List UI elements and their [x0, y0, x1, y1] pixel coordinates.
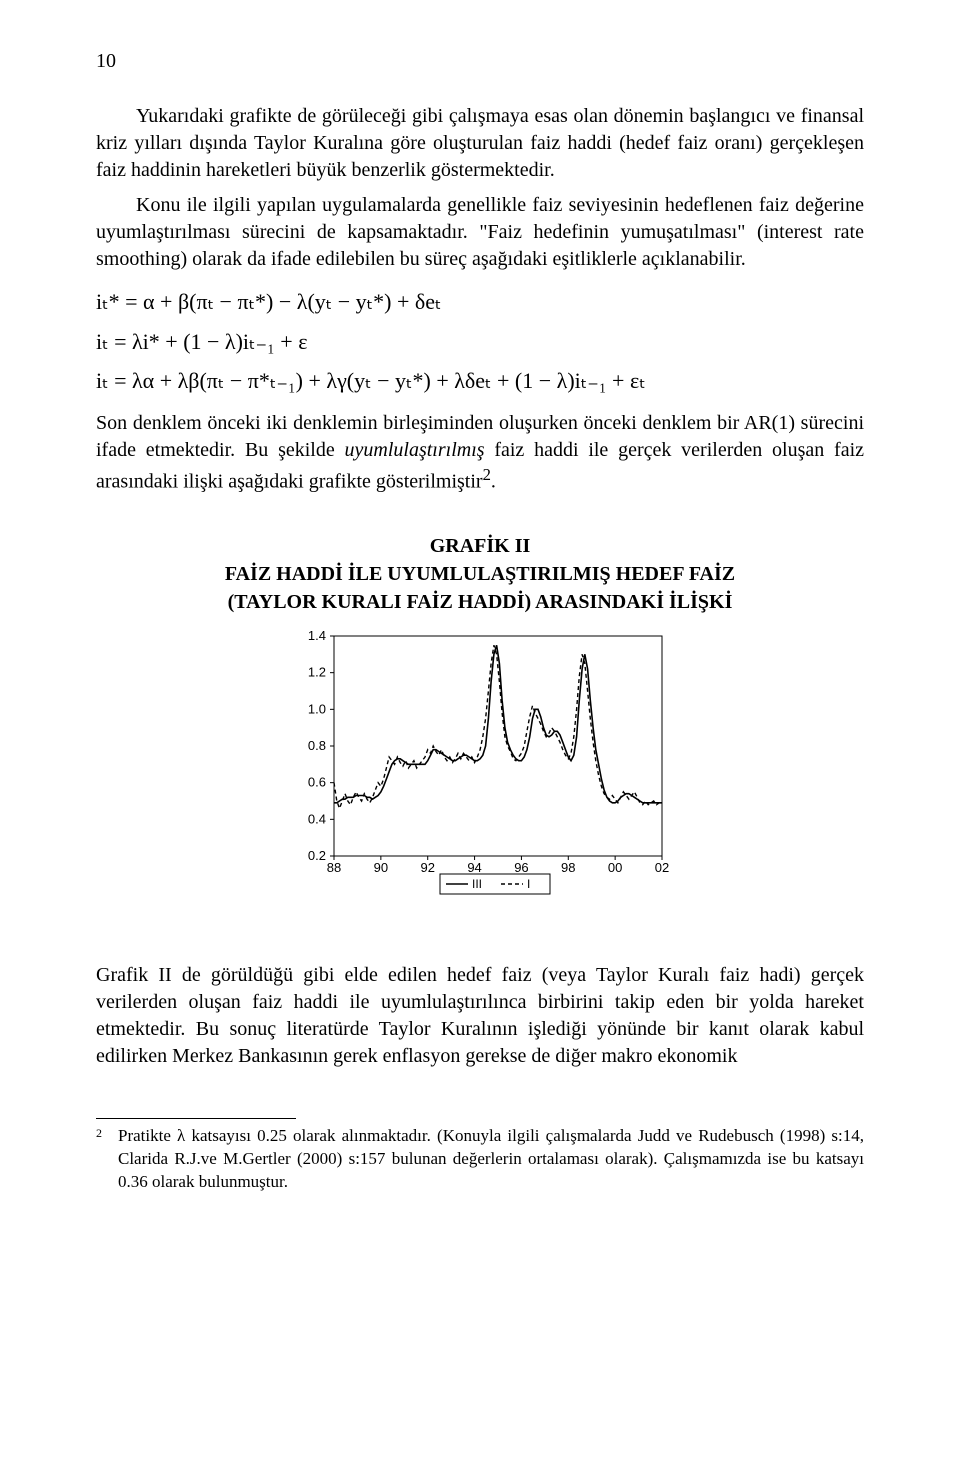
svg-text:0.4: 0.4: [308, 811, 326, 826]
footnote-2: 2 Pratikte λ katsayısı 0.25 olarak alınm…: [96, 1125, 864, 1194]
footnote-number: 2: [96, 1125, 102, 1194]
svg-text:1.0: 1.0: [308, 701, 326, 716]
chart-title: GRAFİK II FAİZ HADDİ İLE UYUMLULAŞTIRILM…: [96, 532, 864, 616]
chart-title-line2: FAİZ HADDİ İLE UYUMLULAŞTIRILMIŞ HEDEF F…: [96, 560, 864, 588]
svg-text:90: 90: [374, 860, 388, 875]
svg-text:02: 02: [655, 860, 669, 875]
svg-text:0.6: 0.6: [308, 774, 326, 789]
para3-italic: uyumlulaştırılmış: [345, 439, 485, 461]
footnote-rule: [96, 1118, 296, 1119]
equation-2: iₜ = λi* + (1 − λ)iₜ₋₁ + ε: [96, 327, 864, 357]
svg-text:0.8: 0.8: [308, 738, 326, 753]
equations-block: iₜ* = α + β(πₜ − πₜ*) − λ(yₜ − yₜ*) + δe…: [96, 287, 864, 396]
svg-text:1.4: 1.4: [308, 628, 326, 643]
svg-text:98: 98: [561, 860, 575, 875]
chart-svg: 1.41.21.00.80.60.40.28890929496980002III…: [290, 626, 670, 926]
chart-title-line1: GRAFİK II: [96, 532, 864, 560]
paragraph-2: Konu ile ilgili yapılan uygulamalarda ge…: [96, 192, 864, 273]
paragraph-3: Son denklem önceki iki denklemin birleşi…: [96, 410, 864, 496]
svg-text:92: 92: [420, 860, 434, 875]
chart-container: 1.41.21.00.80.60.40.28890929496980002III…: [290, 626, 670, 926]
svg-text:96: 96: [514, 860, 528, 875]
chart-title-line3: (TAYLOR KURALI FAİZ HADDİ) ARASINDAKİ İL…: [96, 588, 864, 616]
svg-text:00: 00: [608, 860, 622, 875]
page-number: 10: [96, 48, 864, 75]
svg-text:88: 88: [327, 860, 341, 875]
svg-text:I: I: [527, 877, 530, 891]
footnote-text: Pratikte λ katsayısı 0.25 olarak alınmak…: [118, 1125, 864, 1194]
paragraph-4: Grafik II de görüldüğü gibi elde edilen …: [96, 962, 864, 1070]
para3-c: .: [491, 471, 496, 493]
footnote-mark-2: 2: [483, 465, 491, 484]
svg-text:1.2: 1.2: [308, 664, 326, 679]
equation-1: iₜ* = α + β(πₜ − πₜ*) − λ(yₜ − yₜ*) + δe…: [96, 287, 864, 317]
equation-3: iₜ = λα + λβ(πₜ − π*ₜ₋₁) + λγ(yₜ − yₜ*) …: [96, 366, 864, 396]
svg-text:III: III: [472, 877, 482, 891]
svg-text:94: 94: [467, 860, 481, 875]
svg-text:0.2: 0.2: [308, 848, 326, 863]
paragraph-1: Yukarıdaki grafikte de görüleceği gibi ç…: [96, 103, 864, 184]
